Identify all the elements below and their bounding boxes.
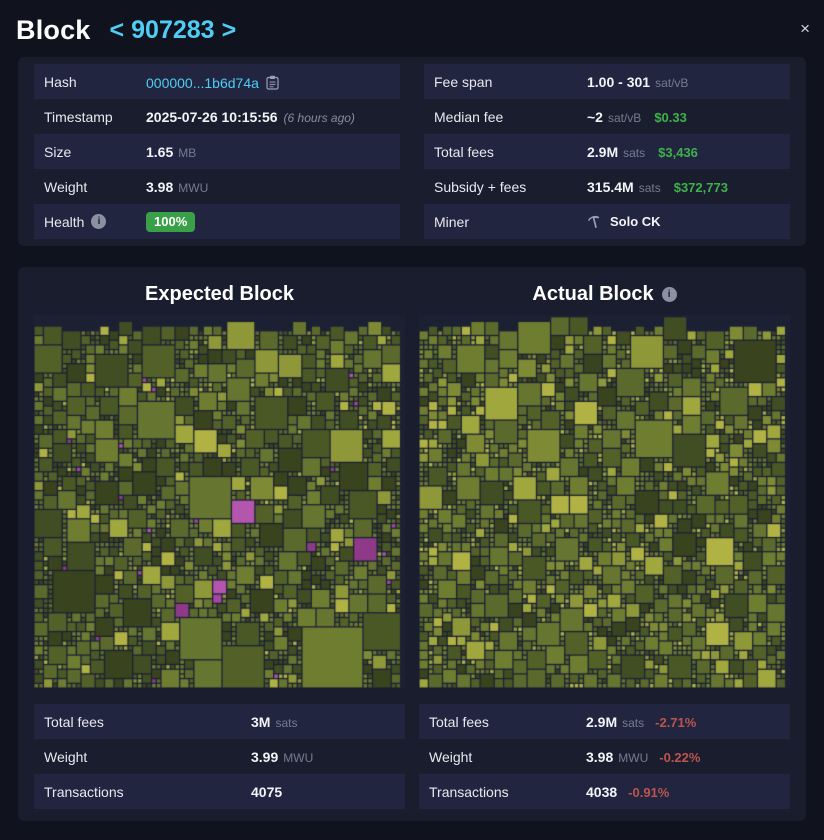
row-label: Transactions [44,783,124,800]
subsidy-fees-unit: sats [638,180,661,195]
expected-block-heading: Expected Block [145,283,294,305]
row-label: Hash [44,73,77,90]
table-row-fee-span: Fee span 1.00 - 301 sat/vB [424,64,790,99]
row-label: Weight [44,748,88,765]
next-block-button[interactable]: > [221,16,237,44]
block-details-right-table: Fee span 1.00 - 301 sat/vB Median fee ~2… [424,64,790,239]
total-fees-unit: sats [623,145,646,160]
total-fees-value: 2.9M [587,143,619,160]
health-info-icon[interactable]: i [91,214,107,229]
actual-block-info-icon[interactable]: i [661,287,677,302]
timestamp-relative: (6 hours ago) [283,110,355,125]
table-row-weight: Weight 3.98 MWU [34,169,400,204]
weight-delta: -0.22% [659,749,701,765]
row-label: Total fees [434,143,494,160]
row-label: Weight [429,748,473,765]
subsidy-fees-usd: $372,773 [673,179,728,195]
block-height: 907283 [131,16,215,44]
table-row-actual-weight: Weight 3.98 MWU -0.22% [429,748,701,765]
block-details-left-table: Hash 000000...1b6d74a Timestamp 2025-07-… [34,64,400,239]
table-row-actual-transactions: Transactions 4038 -0.91% [419,774,790,809]
block-comparison-panel: Expected Block Actual Block i Total fees… [18,267,806,821]
row-label: Health [44,213,85,230]
fee-span-value: 1.00 - 301 [587,73,651,90]
median-fee-unit: sat/vB [607,110,642,125]
table-row-total-fees: Total fees 2.9M sats $3,436 [424,134,790,169]
previous-block-button[interactable]: < [109,16,125,44]
fee-span-unit: sat/vB [655,75,689,90]
row-label: Fee span [434,73,493,90]
table-row-size: Size 1.65 MB [34,134,400,169]
actual-block-table: Total fees 2.9M sats -2.71% Weight 3.98 … [419,704,790,809]
table-row-hash: Hash 000000...1b6d74a [34,64,400,99]
comparison-visualizations [34,315,790,688]
close-icon[interactable]: × [800,19,810,38]
expected-block-visualization[interactable] [34,315,405,688]
table-row-health: Health i 100% [34,204,400,239]
row-label: Subsidy + fees [434,178,527,195]
row-label: Total fees [429,713,489,730]
miner-link[interactable]: Solo CK [610,214,661,229]
row-label: Total fees [44,713,104,730]
row-label: Size [44,143,72,160]
row-label: Median fee [434,108,504,125]
table-row-median-fee: Median fee ~2 sat/vB $0.33 [424,99,790,134]
block-details-panel: Hash 000000...1b6d74a Timestamp 2025-07-… [18,57,806,246]
expected-block-table: Total fees 3M sats Weight 3.99 MWU Trans… [34,704,405,809]
table-row-expected-fees: Total fees 3M sats [34,704,405,739]
table-row-expected-weight: Weight 3.99 MWU [44,748,314,765]
row-label: Transactions [429,783,509,800]
pickaxe-icon [588,215,600,228]
page-header: Block < 907283 > × [0,0,824,57]
total-fees-usd: $3,436 [658,144,698,160]
table-row-actual-fees: Total fees 2.9M sats -2.71% [419,704,790,739]
row-label: Timestamp [44,108,113,125]
weight-value: 3.98 [146,178,174,195]
table-row-subsidy-fees: Subsidy + fees 315.4M sats $372,773 [424,169,790,204]
row-label: Weight [44,178,88,195]
health-badge: 100% [146,211,196,232]
actual-block-visualization[interactable] [419,315,790,688]
fees-delta: -2.71% [655,714,697,730]
size-value: 1.65 [146,143,174,160]
row-label: Miner [434,213,470,230]
median-fee-usd: $0.33 [654,109,687,125]
table-row-timestamp: Timestamp 2025-07-26 10:15:56 (6 hours a… [34,99,400,134]
page-title: Block [16,15,91,45]
weight-unit: MWU [178,180,209,195]
transactions-delta: -0.91% [628,784,670,800]
timestamp-value: 2025-07-26 10:15:56 [146,108,278,125]
table-row-expected-transactions: Transactions 4075 [34,774,405,809]
table-row-miner: Miner Solo CK [424,204,790,239]
actual-block-heading: Actual Block i [419,283,790,306]
hash-link[interactable]: 000000...1b6d74a [146,74,259,91]
copy-icon[interactable] [266,75,279,90]
median-fee-value: ~2 [587,108,603,125]
comparison-headings: Expected Block Actual Block i [34,283,790,315]
size-unit: MB [178,145,197,160]
subsidy-fees-value: 315.4M [587,178,634,195]
comparison-tables: Total fees 3M sats Weight 3.99 MWU Trans… [34,704,790,809]
